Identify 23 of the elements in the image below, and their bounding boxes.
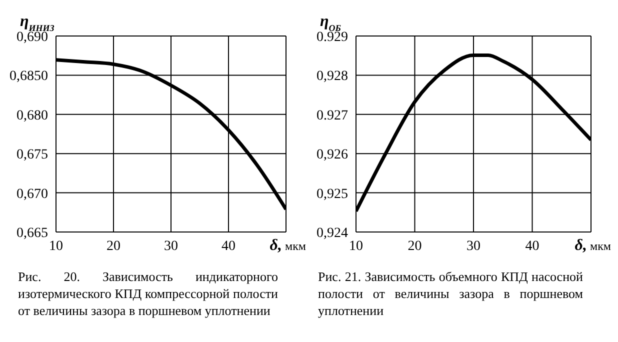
text: Рис. 21. Зависимость объемного КПД насосной полости от величины зазора в поршневом уплотнении	[317, 268, 583, 319]
x-tick-label: 10	[349, 238, 363, 254]
y-tick-label: 0,926	[316, 148, 348, 163]
x-tick-label: 20	[106, 238, 120, 254]
y-tick-label: 0,680	[16, 108, 48, 124]
y-tick-label: 0,6850	[10, 69, 48, 84]
x-tick-label: 30	[164, 238, 178, 254]
x-axis-title: δ, мкм	[574, 237, 612, 254]
x-tick-label: 40	[525, 238, 540, 254]
y-tick-label: 0,925	[316, 186, 348, 202]
y-tick-label: 0,928	[316, 69, 348, 84]
x-tick-label: 30	[466, 238, 480, 254]
y-tick-label: 0,670	[16, 186, 48, 202]
y-tick-label: 0,665	[16, 226, 48, 241]
y-tick-label: 0,924	[316, 226, 348, 241]
y-tick-label: 0,675	[16, 148, 48, 163]
text: Рис. 20. Зависимость индикаторного изотермического КПД компрессорной полости от величины зазора в поршневом уплотнении	[17, 268, 278, 319]
x-axis-title: δ, мкм	[270, 237, 306, 254]
x-tick-label: 10	[49, 238, 63, 254]
x-tick-label: 20	[408, 238, 422, 254]
x-tick-label: 40	[222, 238, 236, 254]
y-axis-title: η$_{ОБ}$	[320, 13, 342, 33]
y-tick-label: 0.927	[316, 108, 348, 124]
